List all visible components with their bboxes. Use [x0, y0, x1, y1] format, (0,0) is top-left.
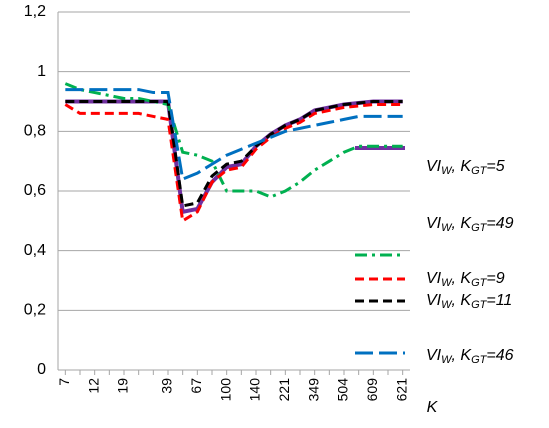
x-tick-label: 7 — [56, 378, 72, 386]
series-line — [64, 82, 403, 199]
x-tick-label: 100 — [217, 378, 233, 402]
series-line — [65, 88, 403, 182]
x-tick-label: 621 — [393, 378, 409, 402]
y-tick-label: 1,2 — [24, 3, 46, 20]
x-tick-label: 67 — [188, 378, 204, 394]
y-tick-label: 1 — [37, 63, 46, 80]
y-tick-label: 0 — [37, 361, 46, 378]
legend-label: VIW, KGT=9 — [426, 270, 505, 289]
y-tick-label: 0,4 — [24, 242, 46, 259]
y-tick-label: 0,2 — [24, 302, 46, 319]
series-line — [65, 100, 403, 208]
series-line — [64, 102, 403, 224]
x-axis-label: K — [427, 399, 439, 416]
x-tick-label: 221 — [276, 378, 292, 402]
legend-label: VIW, KGT=5 — [426, 158, 505, 177]
x-tick-label: 39 — [159, 378, 175, 394]
legend-label: VIW, KGT=46 — [426, 347, 514, 366]
x-tick-label: 19 — [115, 378, 131, 394]
legend-label: VIW, KGT=49 — [426, 215, 514, 234]
x-tick-label: 140 — [247, 378, 263, 402]
legend-label: VIW, KGT=11 — [426, 292, 512, 311]
x-tick-label: 609 — [364, 378, 380, 402]
y-tick-label: 0,6 — [24, 182, 46, 199]
y-tick-label: 0,8 — [24, 123, 46, 140]
x-tick-label: 12 — [85, 378, 101, 394]
x-tick-label: 504 — [335, 378, 351, 402]
x-tick-label: 349 — [305, 378, 321, 402]
